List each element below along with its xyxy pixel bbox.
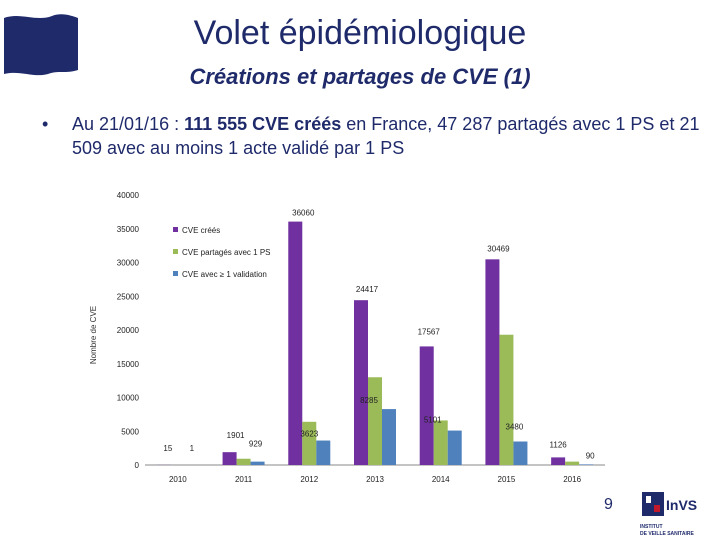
page-title: Volet épidémiologique bbox=[193, 14, 527, 52]
bar-2-1 bbox=[250, 461, 265, 465]
y-tick-label: 10000 bbox=[117, 394, 140, 403]
data-label: 90 bbox=[586, 451, 595, 460]
bar-1-6 bbox=[565, 461, 580, 465]
bar-1-1 bbox=[236, 458, 251, 465]
page-subtitle: Créations et partages de CVE (1) bbox=[189, 64, 531, 89]
y-tick-label: 35000 bbox=[117, 225, 140, 234]
data-label: 1126 bbox=[550, 440, 568, 449]
y-tick-label: 25000 bbox=[117, 292, 140, 301]
y-tick-label: 20000 bbox=[117, 326, 140, 335]
logo-line-2: DE VEILLE SANITAIRE bbox=[640, 531, 694, 537]
legend-swatch-1 bbox=[173, 249, 178, 254]
x-tick-label: 2010 bbox=[169, 475, 187, 484]
bar-2-6 bbox=[579, 464, 594, 465]
y-tick-label: 0 bbox=[135, 461, 140, 470]
cve-bar-chart: Nombre de CVE 0 5000 10000 15000 20000 25000 30… bbox=[89, 191, 605, 484]
legend-entry-0: CVE créés bbox=[182, 226, 220, 235]
x-tick-label: 2012 bbox=[300, 475, 318, 484]
x-tick-label: 2016 bbox=[563, 475, 581, 484]
bar-1-5 bbox=[499, 334, 514, 465]
bullet-text: Au 21/01/16 : 111 555 CVE créés en Franc… bbox=[72, 112, 712, 160]
data-label: 30469 bbox=[487, 244, 510, 253]
invs-logo-icon: InVS bbox=[642, 492, 697, 516]
logo-line-1: INSTITUT bbox=[640, 524, 663, 530]
y-tick-label: 15000 bbox=[117, 360, 140, 369]
bar-2-5 bbox=[513, 441, 528, 465]
bar-1-2 bbox=[302, 421, 317, 465]
bullet-text-bold: 111 555 CVE créés bbox=[184, 114, 342, 134]
data-label: 5101 bbox=[424, 416, 442, 425]
bar-0-3 bbox=[354, 300, 368, 465]
legend-entry-1: CVE partagés avec 1 PS bbox=[182, 248, 271, 257]
bar-0-2 bbox=[288, 221, 303, 465]
data-label: 1901 bbox=[227, 431, 245, 440]
bar-0-4 bbox=[419, 346, 434, 465]
bar-0-5 bbox=[485, 259, 500, 465]
invs-logo: InVS INSTITUT DE VEILLE SANITAIRE bbox=[640, 488, 716, 538]
data-label: 36060 bbox=[292, 209, 315, 218]
data-label: 17567 bbox=[418, 327, 441, 336]
data-label: 8285 bbox=[360, 396, 378, 405]
flag-logo bbox=[4, 14, 78, 76]
x-tick-label: 2011 bbox=[235, 475, 253, 484]
legend-swatch-0 bbox=[173, 227, 178, 232]
bar-2-4 bbox=[447, 430, 462, 465]
y-axis-label: Nombre de CVE bbox=[89, 306, 98, 364]
x-tick-label: 2015 bbox=[498, 475, 516, 484]
bullet-marker: • bbox=[42, 114, 49, 134]
x-tick-label: 2013 bbox=[366, 475, 384, 484]
data-label: 24417 bbox=[356, 285, 379, 294]
page-number: 9 bbox=[604, 496, 613, 513]
bullet-text-part2: en France, 47 287 partagés avec 1 PS et … bbox=[72, 114, 700, 158]
bullet-text-part1: Au 21/01/16 : bbox=[72, 114, 185, 134]
data-label: 929 bbox=[249, 440, 263, 449]
y-tick-label: 40000 bbox=[117, 191, 140, 200]
y-tick-label: 30000 bbox=[117, 259, 140, 268]
data-label: 3480 bbox=[506, 423, 524, 432]
data-label: 3623 bbox=[300, 430, 318, 439]
logo-wordmark: InVS bbox=[666, 497, 697, 513]
bar-2-3 bbox=[382, 409, 396, 465]
legend-swatch-2 bbox=[173, 271, 178, 276]
y-tick-label: 5000 bbox=[121, 427, 139, 436]
bar-0-6 bbox=[551, 457, 566, 465]
bar-1-4 bbox=[433, 420, 448, 465]
legend-entry-2: CVE avec ≥ 1 validation bbox=[182, 270, 267, 279]
data-label: 15 bbox=[163, 444, 172, 453]
bar-2-2 bbox=[316, 440, 331, 465]
data-label: 1 bbox=[190, 444, 195, 453]
bar-1-3 bbox=[368, 377, 382, 465]
x-tick-label: 2014 bbox=[432, 475, 450, 484]
bar-0-1 bbox=[222, 452, 237, 465]
